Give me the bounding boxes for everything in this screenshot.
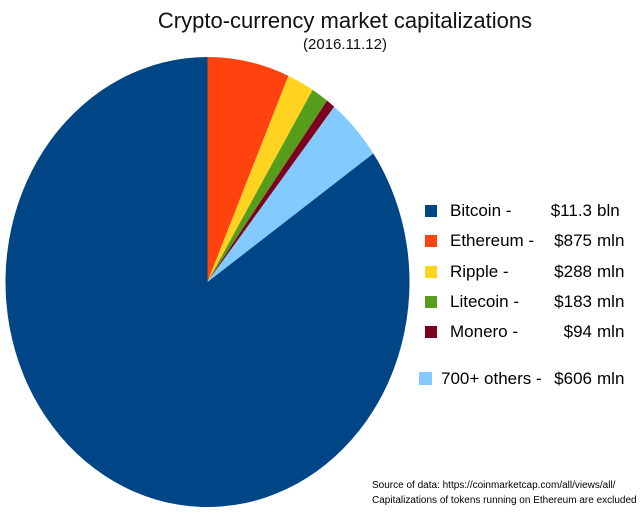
legend-unit: mln [597, 261, 625, 281]
legend-label: Bitcoin - [450, 201, 512, 221]
legend-row-bitcoin: Bitcoin - $11.3 bln [425, 196, 627, 226]
legend-amount: $94 [563, 322, 592, 342]
legend-swatch-monero [425, 326, 437, 339]
legend-amount: $11.3 [550, 201, 592, 221]
legend-label: Ripple - [450, 261, 509, 281]
pie-slice-700-others [207, 106, 374, 282]
legend-label: 700+ others - [441, 368, 542, 388]
legend-row-ripple: Ripple - $288 mln [425, 257, 627, 287]
legend-unit: bln [597, 201, 620, 221]
legend-label: Litecoin - [450, 292, 519, 312]
chart-header: Crypto-currency market capitalizations (… [50, 8, 640, 54]
legend-row-litecoin: Litecoin - $183 mln [425, 287, 627, 317]
legend-swatch-litecoin [425, 296, 437, 309]
legend-swatch-ripple [425, 265, 437, 278]
legend-unit: mln [597, 292, 625, 312]
legend-unit: mln [597, 322, 625, 342]
legend-amount: $288 [554, 261, 592, 281]
source-note: Source of data: https://coinmarketcap.co… [372, 478, 637, 508]
legend: Bitcoin - $11.3 bln Ethereum - $875 mln … [419, 196, 627, 394]
legend-label: Ethereum - [450, 231, 535, 251]
page-title: Crypto-currency market capitalizations [157, 8, 533, 33]
legend-amount: $606 [554, 368, 592, 388]
pie-slice-bitcoin [5, 57, 410, 507]
source-line-1: Source of data: https://coinmarketcap.co… [372, 480, 616, 491]
legend-row-ethereum: Ethereum - $875 mln [425, 226, 627, 256]
pie-slice-monero [207, 100, 335, 283]
legend-row-others: 700+ others - $606 mln [419, 363, 627, 393]
pie-slice-litecoin [207, 89, 328, 282]
legend-swatch-bitcoin [425, 205, 437, 218]
legend-swatch-others [419, 372, 432, 386]
legend-amount: $183 [554, 292, 592, 312]
legend-amount: $875 [554, 231, 592, 251]
source-line-2: Capitalizations of tokens running on Eth… [372, 495, 637, 506]
pie-slice-ethereum [207, 57, 289, 282]
pie-slice-ripple [207, 75, 313, 282]
legend-label: Monero - [450, 322, 519, 342]
chart-subtitle: (2016.11.12) [303, 36, 387, 54]
legend-row-monero: Monero - $94 mln [425, 317, 627, 347]
legend-unit: mln [597, 231, 625, 251]
legend-swatch-ethereum [425, 235, 437, 248]
legend-unit: mln [597, 368, 625, 388]
